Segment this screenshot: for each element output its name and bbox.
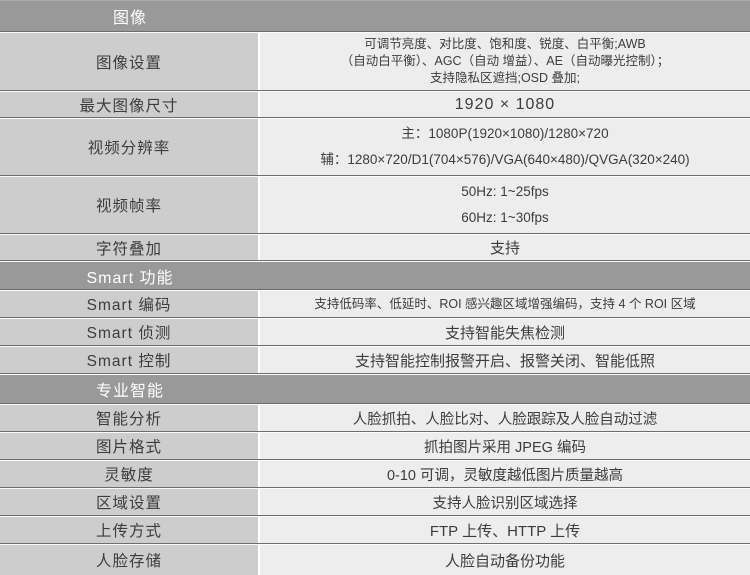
spec-value: 支持低码率、低延时、ROI 感兴趣区域增强编码，支持 4 个 ROI 区域: [260, 291, 750, 317]
spec-label: 上传方式: [0, 517, 260, 543]
spec-row-video-resolution: 视频分辨率 主：1080P(1920×1080)/1280×720 辅：1280×…: [0, 118, 750, 176]
spec-row-intelligent-analysis: 智能分析 人脸抓拍、人脸比对、人脸跟踪及人脸自动过滤: [0, 404, 750, 432]
spec-value: 主：1080P(1920×1080)/1280×720 辅：1280×720/D1…: [260, 119, 750, 175]
spec-row-sensitivity: 灵敏度 0-10 可调，灵敏度越低图片质量越高: [0, 460, 750, 488]
value-line: 50Hz: 1~25fps: [461, 184, 549, 199]
spec-label: 最大图像尺寸: [0, 92, 260, 117]
spec-value: 1920 × 1080: [260, 92, 750, 117]
value-line: 可调节亮度、对比度、饱和度、锐度、白平衡;AWB: [364, 37, 646, 51]
section-row-image: 图像: [0, 0, 750, 32]
value-line: 主：1080P(1920×1080)/1280×720: [401, 126, 609, 141]
spec-row-face-storage: 人脸存储 人脸自动备份功能: [0, 544, 750, 575]
value-line: 支持隐私区遮挡;OSD 叠加;: [429, 71, 580, 85]
value-line: 60Hz: 1~30fps: [461, 210, 549, 225]
spec-label: Smart 编码: [0, 291, 260, 317]
value-line: 人脸自动备份功能: [444, 552, 565, 570]
spec-value: 人脸抓拍、人脸比对、人脸跟踪及人脸自动过滤: [260, 405, 750, 431]
spec-row-video-framerate: 视频帧率 50Hz: 1~25fps 60Hz: 1~30fps: [0, 176, 750, 234]
spec-label: 图片格式: [0, 433, 260, 459]
spec-value: FTP 上传、HTTP 上传: [260, 517, 750, 543]
spec-value: 支持: [260, 235, 750, 260]
spec-row-region-settings: 区域设置 支持人脸识别区域选择: [0, 488, 750, 516]
spec-row-osd-overlay: 字符叠加 支持: [0, 234, 750, 261]
value-line: 辅：1280×720/D1(704×576)/VGA(640×480)/QVGA…: [320, 152, 690, 167]
spec-value: 支持智能失焦检测: [260, 319, 750, 345]
value-line: 支持: [489, 240, 520, 257]
spec-row-smart-detection: Smart 侦测 支持智能失焦检测: [0, 318, 750, 346]
spec-row-picture-format: 图片格式 抓拍图片采用 JPEG 编码: [0, 432, 750, 460]
value-line: 支持人脸识别区域选择: [432, 495, 578, 512]
spec-label: 视频分辨率: [0, 119, 260, 175]
spec-label: Smart 控制: [0, 347, 260, 373]
spec-row-smart-encoding: Smart 编码 支持低码率、低延时、ROI 感兴趣区域增强编码，支持 4 个 …: [0, 290, 750, 318]
spec-row-image-settings: 图像设置 可调节亮度、对比度、饱和度、锐度、白平衡;AWB （自动白平衡）、AGC…: [0, 32, 750, 91]
value-line: 支持智能控制报警开启、报警关闭、智能低照: [354, 352, 655, 370]
section-title: Smart 功能: [86, 269, 174, 287]
value-line: 抓拍图片采用 JPEG 编码: [424, 439, 586, 456]
value-line: （自动白平衡）、AGC（自动 增益）、AE（自动曝光控制）；: [340, 54, 670, 68]
spec-row-smart-control: Smart 控制 支持智能控制报警开启、报警关闭、智能低照: [0, 346, 750, 374]
value-line: 0-10 可调，灵敏度越低图片质量越高: [386, 467, 624, 484]
spec-label: 人脸存储: [0, 545, 260, 575]
spec-label: 智能分析: [0, 405, 260, 431]
value-line: FTP 上传、HTTP 上传: [429, 522, 581, 540]
spec-value: 支持智能控制报警开启、报警关闭、智能低照: [260, 347, 750, 373]
spec-value: 支持人脸识别区域选择: [260, 489, 750, 515]
section-row-pro-intelligence: 专业智能: [0, 374, 750, 404]
spec-label: 图像设置: [0, 33, 260, 90]
spec-value: 可调节亮度、对比度、饱和度、锐度、白平衡;AWB （自动白平衡）、AGC（自动 增…: [260, 33, 750, 90]
section-title: 专业智能: [95, 383, 164, 400]
value-line: 支持低码率、低延时、ROI 感兴趣区域增强编码，支持 4 个 ROI 区域: [314, 296, 696, 311]
spec-label: 字符叠加: [0, 235, 260, 260]
spec-label: 视频帧率: [0, 177, 260, 233]
value-line: 1920 × 1080: [454, 95, 556, 113]
spec-value: 50Hz: 1~25fps 60Hz: 1~30fps: [260, 177, 750, 233]
spec-label: 灵敏度: [0, 461, 260, 487]
spec-row-max-image-size: 最大图像尺寸 1920 × 1080: [0, 91, 750, 118]
spec-label: 区域设置: [0, 489, 260, 515]
spec-value: 0-10 可调，灵敏度越低图片质量越高: [260, 461, 750, 487]
spec-value: 人脸自动备份功能: [260, 545, 750, 575]
section-title: 图像: [112, 10, 147, 27]
spec-row-upload-method: 上传方式 FTP 上传、HTTP 上传: [0, 516, 750, 544]
spec-label: Smart 侦测: [0, 319, 260, 345]
value-line: 人脸抓拍、人脸比对、人脸跟踪及人脸自动过滤: [352, 411, 658, 428]
spec-value: 抓拍图片采用 JPEG 编码: [260, 433, 750, 459]
value-line: 支持智能失焦检测: [444, 324, 565, 342]
section-row-smart: Smart 功能: [0, 261, 750, 290]
